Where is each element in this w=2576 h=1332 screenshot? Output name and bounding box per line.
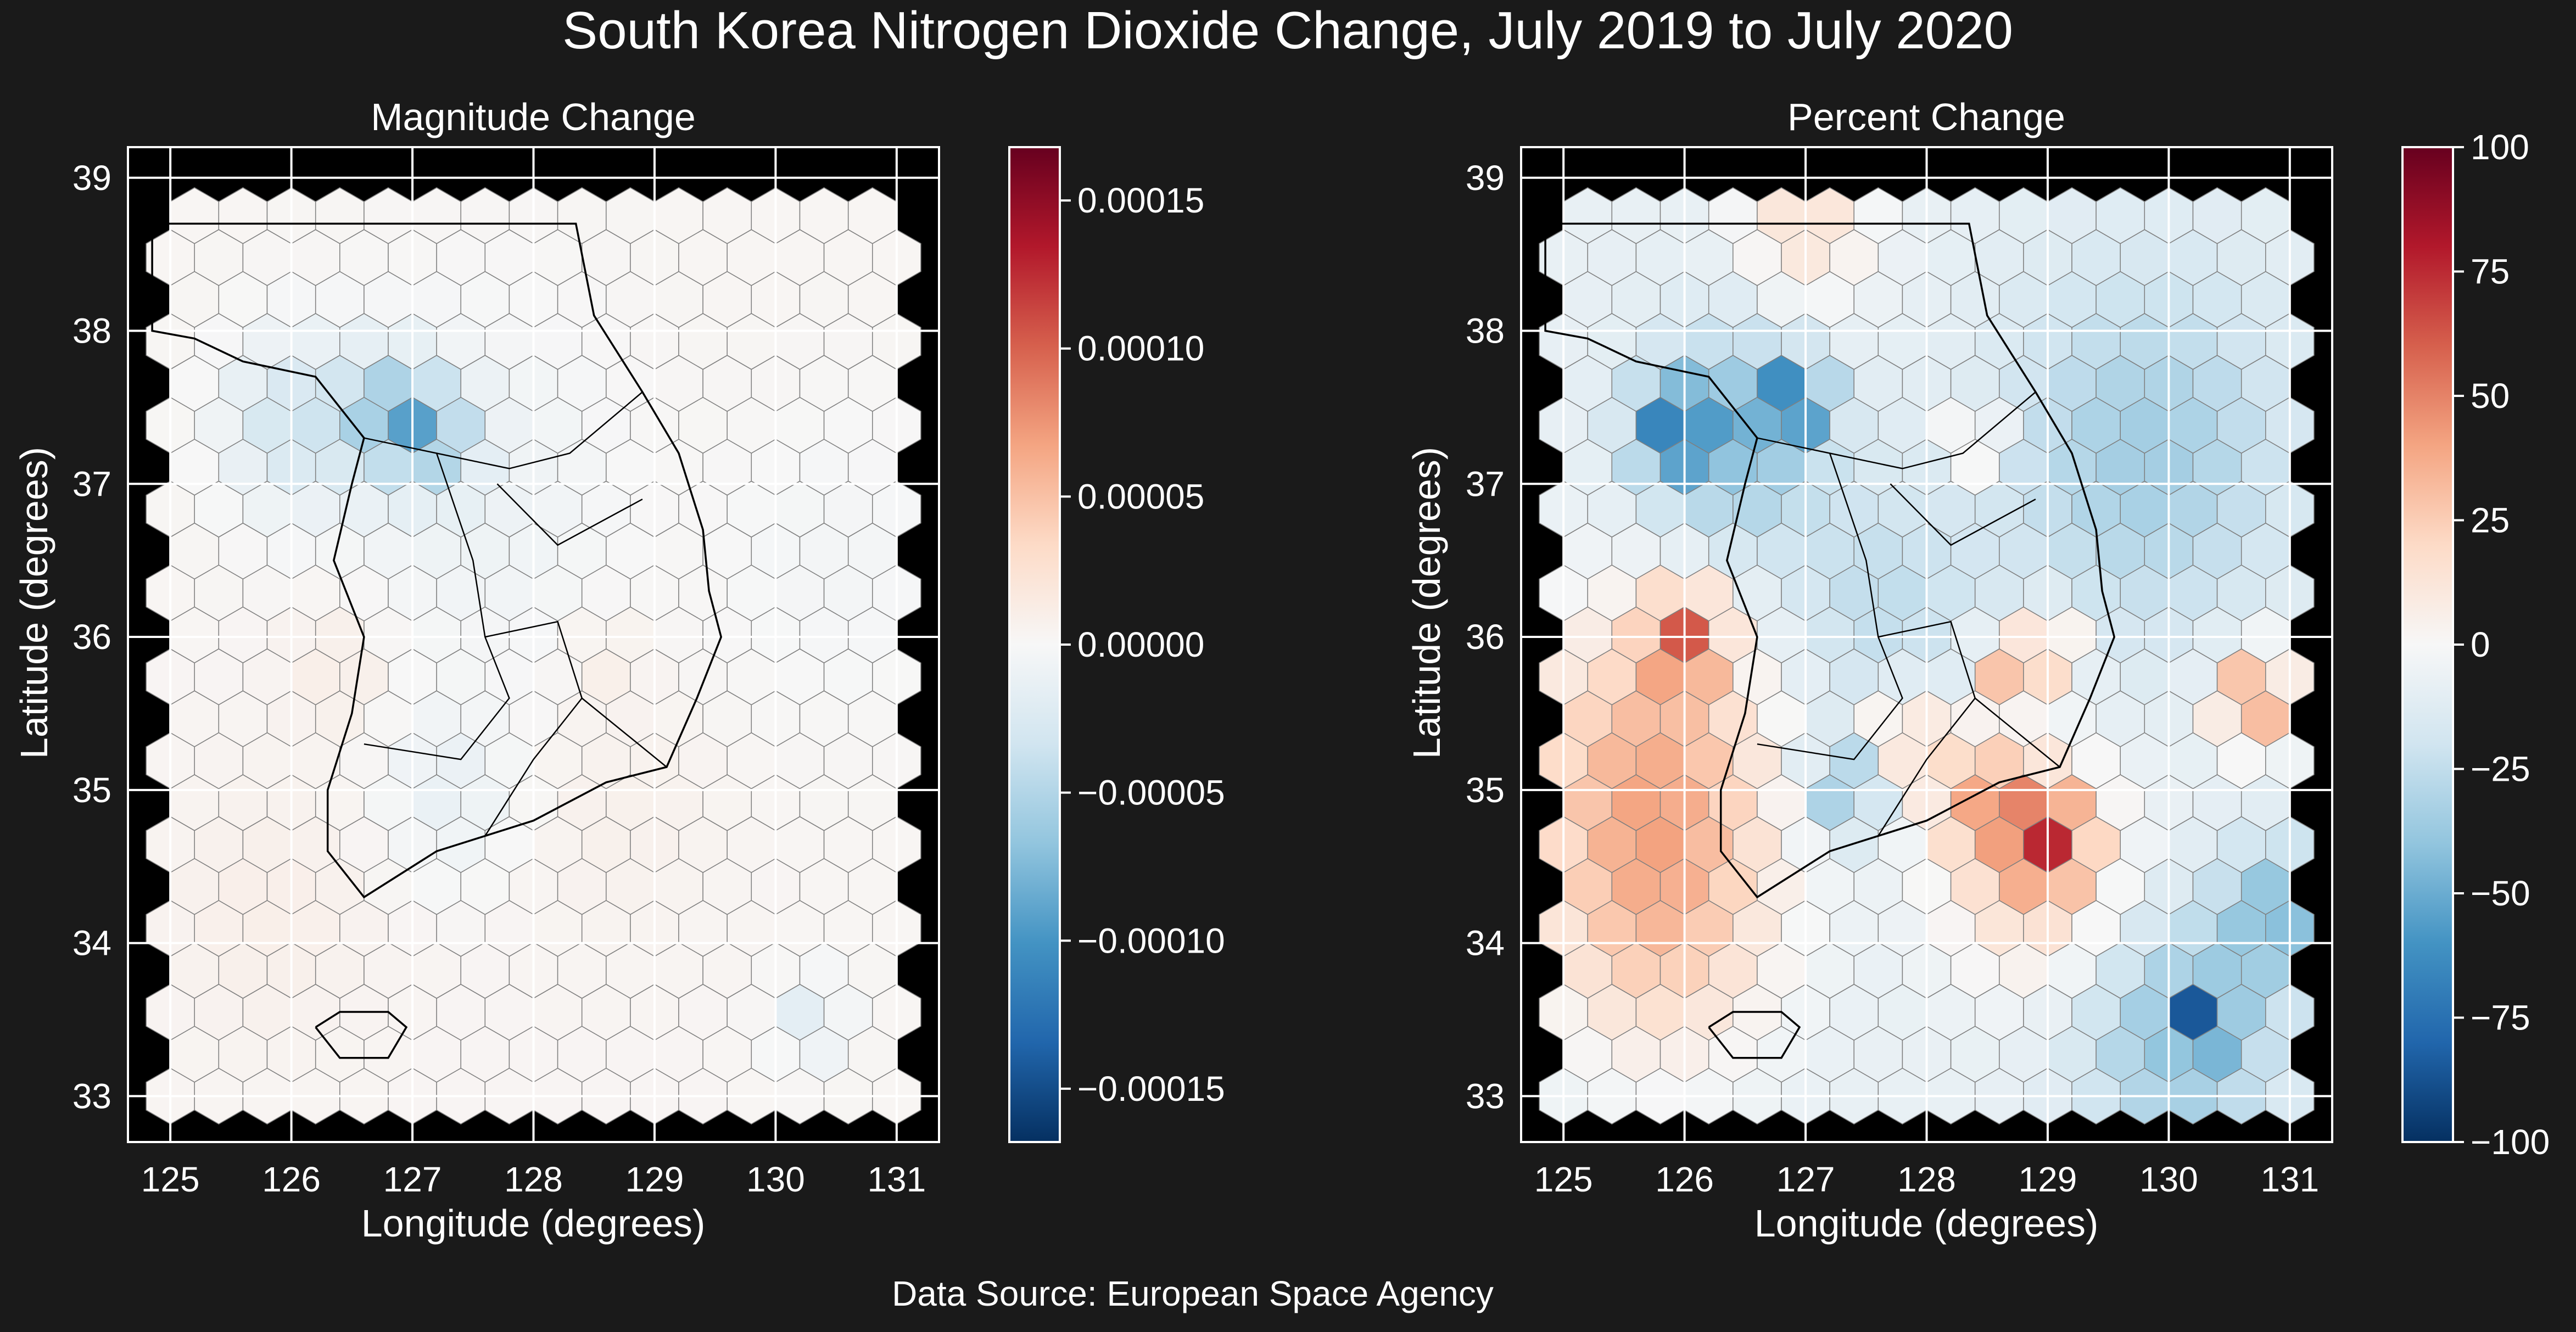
x-tick-label: 125 (1534, 1160, 1593, 1199)
x-tick-label: 130 (746, 1160, 805, 1199)
colorbar-tick-label: 75 (2471, 252, 2510, 292)
y-tick-label: 37 (72, 464, 111, 503)
data-source-footer: Data Source: European Space Agency (892, 1274, 1494, 1313)
jeju-outline (315, 1011, 408, 1059)
province-boundary (1757, 391, 2036, 469)
colorbar-tick-label: 50 (2471, 376, 2510, 416)
y-tick-label: 34 (1466, 924, 1505, 963)
province-boundary (581, 697, 667, 768)
province-boundary (364, 453, 510, 760)
magnitude-xlabel: Longitude (degrees) (361, 1202, 706, 1245)
province-boundary (1890, 483, 2036, 546)
x-tick-label: 130 (2139, 1160, 2198, 1199)
colorbar-tick-label: −100 (2471, 1122, 2550, 1162)
x-tick-label: 126 (1655, 1160, 1714, 1199)
percent-map-axes: 125 126 127 128 129 130 131 33 34 35 36 37 38 39 (1466, 146, 2333, 1199)
colorbar-tick-label: −25 (2471, 749, 2530, 789)
x-tick-label: 125 (141, 1160, 200, 1199)
grid-lines (128, 147, 939, 1142)
province-boundary (496, 483, 643, 546)
colorbar-tick-label: 0.00015 (1077, 181, 1204, 220)
percent-xlabel: Longitude (degrees) (1754, 1202, 2099, 1245)
coastline (1544, 222, 2116, 1059)
province-boundary (1974, 697, 2060, 768)
figure-title: South Korea Nitrogen Dioxide Change, Jul… (562, 1, 2013, 60)
colorbar-tick-label: 100 (2471, 127, 2529, 167)
percent-change-panel: Percent Change 125 126 127 128 129 130 131 33 34… (1405, 96, 2550, 1245)
colorbar-gradient (1008, 146, 1061, 1143)
hexbin-cells (1539, 187, 2315, 1125)
percent-colorbar: −100 −75 −50 −25 0 25 50 75 100 (2401, 127, 2550, 1162)
jeju-outline (1708, 1011, 1801, 1059)
magnitude-change-panel: Magnitude Change 125 126 127 128 129 130 131 33… (13, 96, 1225, 1245)
x-tick-label: 127 (383, 1160, 442, 1199)
colorbar-tick-label: 0.00005 (1077, 477, 1204, 516)
province-boundary (1757, 453, 1903, 760)
y-tick-label: 38 (1466, 311, 1505, 351)
colorbar-tick-label: −0.00015 (1077, 1069, 1225, 1109)
x-tick-label: 131 (867, 1160, 926, 1199)
axes-frame (127, 146, 940, 1143)
grid-lines (1521, 147, 2332, 1142)
percent-change-title: Percent Change (1787, 96, 2065, 138)
colorbar-gradient (2401, 146, 2454, 1143)
x-tick-label: 131 (2260, 1160, 2319, 1199)
x-tick-label: 128 (504, 1160, 563, 1199)
y-tick-label: 33 (1466, 1076, 1505, 1116)
magnitude-colorbar: −0.00015 −0.00010 −0.00005 0.00000 0.00005 0.… (1008, 146, 1225, 1143)
y-tick-label: 33 (72, 1076, 111, 1116)
province-boundary (364, 391, 643, 469)
colorbar-tick-label: −50 (2471, 874, 2530, 913)
y-tick-label: 35 (72, 770, 111, 810)
x-tick-label: 129 (2019, 1160, 2077, 1199)
y-tick-label: 39 (72, 158, 111, 198)
x-tick-label: 129 (625, 1160, 684, 1199)
colorbar-tick-label: −75 (2471, 998, 2530, 1038)
percent-ylabel: Latitude (degrees) (1405, 447, 1448, 759)
colorbar-tick-label: −0.00005 (1077, 773, 1225, 813)
axes-frame (1520, 146, 2333, 1143)
y-tick-label: 34 (72, 924, 111, 963)
colorbar-tick-label: 25 (2471, 501, 2510, 540)
y-tick-label: 38 (72, 311, 111, 351)
magnitude-map-axes: 125 126 127 128 129 130 131 33 34 35 36 37 38 39 (72, 146, 940, 1199)
x-tick-label: 127 (1776, 1160, 1835, 1199)
x-tick-label: 128 (1897, 1160, 1956, 1199)
colorbar-tick-label: −0.00010 (1077, 921, 1225, 960)
magnitude-change-title: Magnitude Change (371, 96, 696, 138)
x-tick-label: 126 (262, 1160, 321, 1199)
y-tick-label: 36 (1466, 617, 1505, 657)
magnitude-ylabel: Latitude (degrees) (13, 447, 55, 759)
colorbar-tick-label: 0.00000 (1077, 625, 1204, 664)
y-tick-label: 37 (1466, 464, 1505, 503)
colorbar-tick-label: 0.00010 (1077, 329, 1204, 368)
y-tick-label: 36 (72, 617, 111, 657)
y-tick-label: 39 (1466, 158, 1505, 198)
colorbar-tick-label: 0 (2471, 625, 2490, 664)
y-tick-label: 35 (1466, 770, 1505, 810)
coastline (151, 222, 723, 1059)
